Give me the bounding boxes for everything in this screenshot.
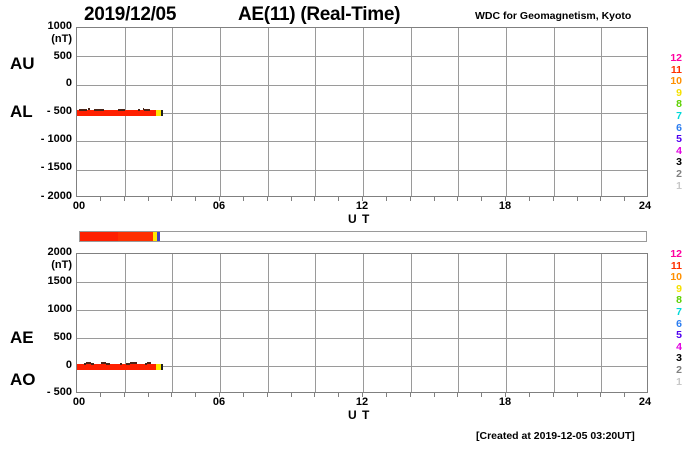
au-al-trace-endcap xyxy=(161,110,163,116)
bottom-xaxis-label: U T xyxy=(348,408,370,422)
legend-item-5: 5 xyxy=(660,134,682,146)
legend-item-1: 1 xyxy=(660,181,682,193)
top-xtick-12: 12 xyxy=(356,200,368,212)
legend-top: 12 11 10 9 8 7 6 5 4 3 2 1 xyxy=(660,53,682,192)
legend-item-1: 1 xyxy=(660,377,682,389)
bottom-unit-label: (nT) xyxy=(26,259,72,271)
bottom-ytick-2000: 2000 xyxy=(26,246,72,258)
top-xtick-24: 24 xyxy=(639,200,651,212)
bottom-xtick-06: 06 xyxy=(213,396,225,408)
top-ytick-m1500: - 1500 xyxy=(26,161,72,173)
trace-sample xyxy=(133,362,138,364)
legend-item-7: 7 xyxy=(660,111,682,123)
top-xtick-18: 18 xyxy=(499,200,511,212)
bottom-ytick-1000: 1000 xyxy=(26,303,72,315)
ae-ao-trace-endcap xyxy=(161,364,163,370)
trace-sample xyxy=(138,109,140,111)
axis-label-ao: AO xyxy=(10,370,36,390)
trace-sample xyxy=(82,109,87,111)
trace-sample xyxy=(99,109,104,111)
trace-sample xyxy=(147,362,151,364)
top-ytick-1000: 1000 xyxy=(26,20,72,32)
top-ytick-m2000: - 2000 xyxy=(26,190,72,202)
availability-segment xyxy=(157,232,160,241)
top-xaxis-label: U T xyxy=(348,212,370,226)
axis-label-ae: AE xyxy=(10,328,34,348)
bottom-xtick-24: 24 xyxy=(639,396,651,408)
trace-sample xyxy=(91,363,94,365)
top-ytick-m1000: - 1000 xyxy=(26,133,72,145)
top-xtick-00: 00 xyxy=(73,200,85,212)
availability-segment xyxy=(118,232,153,241)
page-title: AE(11) (Real-Time) xyxy=(238,4,400,26)
legend-item-2: 2 xyxy=(660,365,682,377)
top-ytick-m500: - 500 xyxy=(26,105,72,117)
page-title-date: 2019/12/05 xyxy=(84,4,176,26)
created-timestamp: [Created at 2019-12-05 03:20UT] xyxy=(476,430,635,442)
trace-sample xyxy=(88,108,90,110)
legend-bottom: 12 11 10 9 8 7 6 5 4 3 2 1 xyxy=(660,249,682,388)
legend-item-7: 7 xyxy=(660,307,682,319)
au-al-plot-area xyxy=(76,27,648,197)
axis-label-al: AL xyxy=(10,102,33,122)
data-availability-bar xyxy=(79,231,647,242)
legend-item-12: 12 xyxy=(660,249,682,261)
availability-segment xyxy=(80,232,118,241)
legend-item-12: 12 xyxy=(660,53,682,65)
bottom-xtick-18: 18 xyxy=(499,396,511,408)
legend-item-5: 5 xyxy=(660,330,682,342)
trace-sample xyxy=(121,109,125,111)
bottom-xtick-12: 12 xyxy=(356,396,368,408)
top-unit-label: (nT) xyxy=(26,33,72,45)
trace-sample xyxy=(106,363,110,365)
top-ytick-0: 0 xyxy=(26,77,72,89)
attribution-label: WDC for Geomagnetism, Kyoto xyxy=(475,10,631,22)
ae-ao-plot-area xyxy=(76,253,648,393)
trace-sample xyxy=(148,109,150,111)
bottom-xtick-00: 00 xyxy=(73,396,85,408)
trace-sample xyxy=(120,363,122,365)
axis-label-au: AU xyxy=(10,54,35,74)
top-xtick-06: 06 xyxy=(213,200,225,212)
legend-item-2: 2 xyxy=(660,169,682,181)
bottom-ytick-1500: 1500 xyxy=(26,275,72,287)
